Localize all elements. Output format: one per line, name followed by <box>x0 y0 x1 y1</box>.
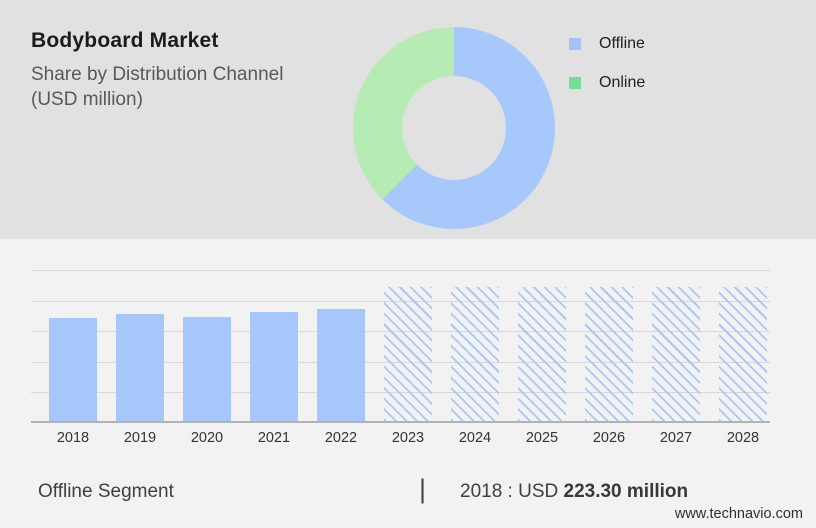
x-tick-2022: 2022 <box>324 430 358 446</box>
page-subtitle-line1: Share by Distribution Channel <box>31 64 284 85</box>
page-title: Bodyboard Market <box>31 29 219 52</box>
x-tick-2026: 2026 <box>592 430 626 446</box>
offline-swatch-icon <box>569 38 581 50</box>
x-axis-labels: 2018 2019 2020 2021 2022 2023 2024 2025 2026 2027… <box>31 430 770 450</box>
x-tick-2027: 2027 <box>659 430 693 446</box>
online-swatch-icon <box>569 77 581 89</box>
stat-value: 223.30 million <box>563 481 689 502</box>
x-tick-2018: 2018 <box>56 430 90 446</box>
bar-2020 <box>183 316 231 421</box>
stat-line: 2018 : USD 223.30 million <box>460 481 688 503</box>
x-tick-2028: 2028 <box>726 430 760 446</box>
forecast-bar-2024 <box>451 286 499 421</box>
forecast-bar-2028 <box>719 286 767 421</box>
bar-plot <box>31 270 770 423</box>
bar-2021 <box>250 312 298 421</box>
forecast-bar-2023 <box>384 286 432 421</box>
x-axis-line <box>31 421 770 423</box>
gridline <box>31 270 770 271</box>
forecast-bar-2027 <box>652 286 700 421</box>
header-panel: Bodyboard Market Share by Distribution C… <box>0 0 816 239</box>
forecast-bar-2026 <box>585 286 633 421</box>
legend-item-offline: Offline <box>569 35 645 52</box>
donut-hole <box>402 76 506 180</box>
x-tick-2019: 2019 <box>123 430 157 446</box>
legend: Offline Online <box>569 35 646 91</box>
legend-label-online: Online <box>599 74 646 91</box>
donut-chart <box>353 27 555 229</box>
legend-label-offline: Offline <box>599 35 645 52</box>
x-tick-2024: 2024 <box>458 430 492 446</box>
x-tick-2021: 2021 <box>257 430 291 446</box>
title-block: Bodyboard Market Share by Distribution C… <box>31 29 331 112</box>
segment-label: Offline Segment <box>38 481 174 502</box>
bar-2018 <box>49 318 97 421</box>
x-tick-2020: 2020 <box>190 430 224 446</box>
x-tick-2025: 2025 <box>525 430 559 446</box>
footer-divider: | <box>419 474 427 504</box>
bar-2019 <box>116 314 164 421</box>
bar-2022 <box>317 308 365 421</box>
website-url: www.technavio.com <box>674 506 803 522</box>
stat-prefix: 2018 : USD <box>460 481 559 502</box>
page-subtitle-line2: (USD million) <box>31 89 143 110</box>
legend-item-online: Online <box>569 74 646 91</box>
x-tick-2023: 2023 <box>391 430 425 446</box>
forecast-bar-2025 <box>518 286 566 421</box>
